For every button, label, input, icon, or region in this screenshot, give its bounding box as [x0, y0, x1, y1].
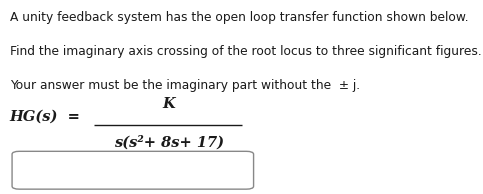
- Text: A unity feedback system has the open loop transfer function shown below.: A unity feedback system has the open loo…: [10, 11, 469, 24]
- Text: HG(s)  =: HG(s) =: [10, 109, 81, 123]
- FancyBboxPatch shape: [12, 151, 254, 189]
- Text: s(s²+ 8s+ 17): s(s²+ 8s+ 17): [114, 135, 224, 150]
- Text: Your answer must be the imaginary part without the  ± j.: Your answer must be the imaginary part w…: [10, 79, 360, 92]
- Text: Find the imaginary axis crossing of the root locus to three significant figures.: Find the imaginary axis crossing of the …: [10, 45, 482, 58]
- Text: K: K: [163, 97, 175, 111]
